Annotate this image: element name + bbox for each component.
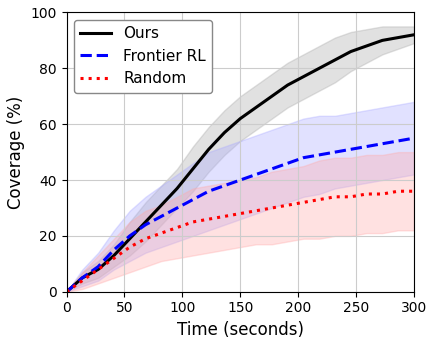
Ours [80,276,85,280]
Ours [253,105,259,109]
Ours [127,237,132,241]
Random [238,211,243,216]
Line: Random: Random [66,191,414,292]
Frontier RL [222,184,227,188]
Ours [411,33,417,37]
Random [301,200,306,204]
Ours [190,167,195,171]
Random [395,189,401,193]
Random [80,279,85,283]
Ours [301,75,306,79]
Frontier RL [206,189,211,193]
Frontier RL [395,139,401,143]
Ours [395,36,401,40]
Frontier RL [269,167,274,171]
Frontier RL [190,198,195,202]
Random [174,226,180,230]
Ours [174,186,180,191]
Ours [95,267,101,272]
Random [64,290,69,294]
Random [332,195,338,199]
Random [127,245,132,249]
Frontier RL [238,178,243,182]
Frontier RL [64,290,69,294]
Frontier RL [285,161,290,165]
Frontier RL [332,150,338,154]
Line: Ours: Ours [66,35,414,292]
Random [285,203,290,207]
Ours [222,130,227,135]
Random [159,231,164,235]
Random [112,256,117,260]
Random [348,195,353,199]
Random [143,237,148,241]
Ours [380,38,385,43]
X-axis label: Time (seconds): Time (seconds) [177,321,304,339]
Frontier RL [364,144,369,148]
Ours [64,290,69,294]
Frontier RL [80,276,85,280]
Frontier RL [159,214,164,218]
Frontier RL [380,142,385,146]
Frontier RL [411,136,417,140]
Random [222,214,227,218]
Random [253,209,259,213]
Ours [238,117,243,121]
Ours [285,83,290,87]
Frontier RL [127,234,132,238]
Frontier RL [316,153,322,157]
Frontier RL [143,223,148,227]
Ours [112,253,117,257]
Random [269,206,274,210]
Ours [269,94,274,98]
Random [190,220,195,224]
Ours [316,66,322,70]
Ours [206,147,211,152]
Ours [159,203,164,207]
Ours [143,220,148,224]
Frontier RL [112,248,117,252]
Frontier RL [348,147,353,152]
Random [380,192,385,196]
Random [316,198,322,202]
Random [364,192,369,196]
Ours [364,44,369,48]
Y-axis label: Coverage (%): Coverage (%) [7,95,25,209]
Frontier RL [174,206,180,210]
Ours [348,49,353,54]
Ours [332,58,338,62]
Frontier RL [301,156,306,160]
Random [206,217,211,221]
Line: Frontier RL: Frontier RL [66,138,414,292]
Random [411,189,417,193]
Legend: Ours, Frontier RL, Random: Ours, Frontier RL, Random [74,20,212,93]
Frontier RL [253,172,259,176]
Random [95,267,101,272]
Frontier RL [95,265,101,269]
